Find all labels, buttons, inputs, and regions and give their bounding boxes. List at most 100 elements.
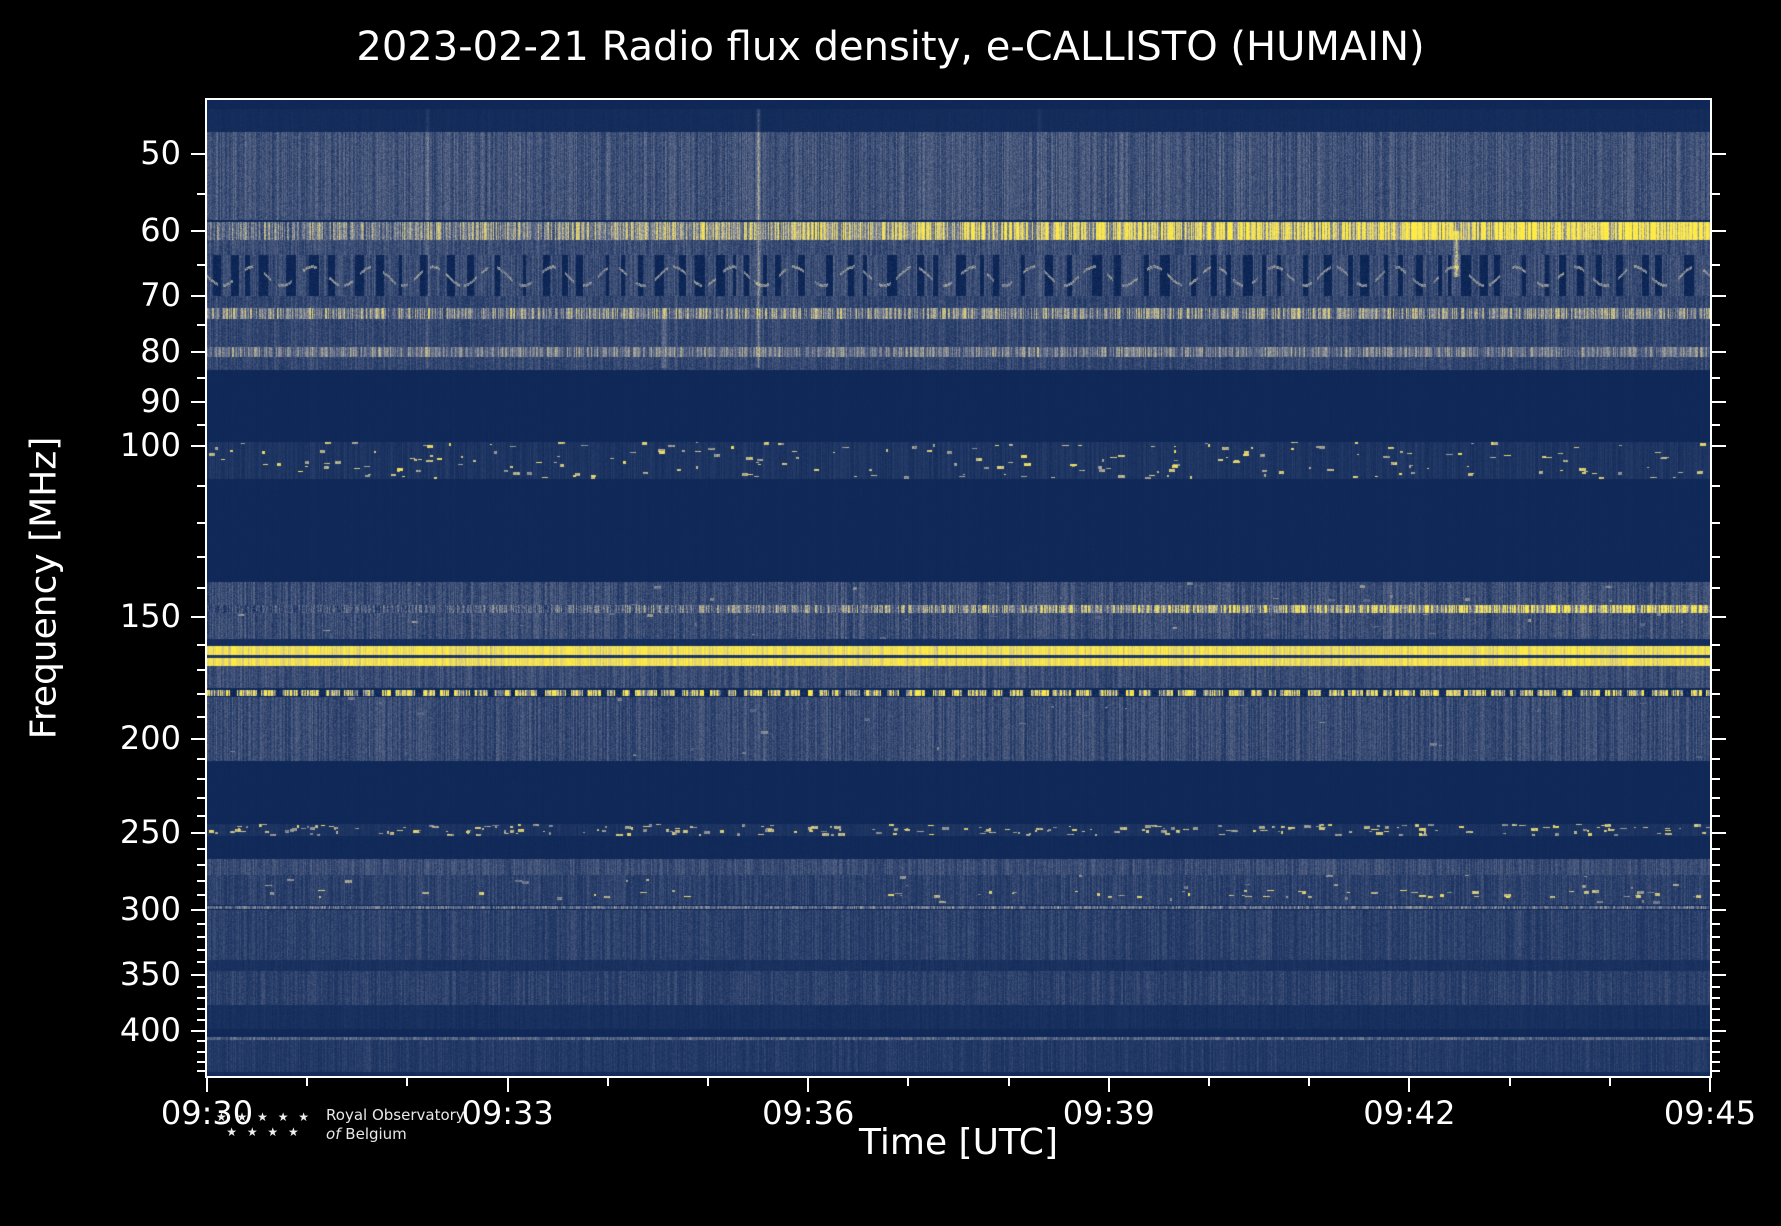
y-major-tick-left — [191, 737, 205, 740]
y-minor-tick-left — [197, 1019, 205, 1022]
y-major-tick-left — [191, 1030, 205, 1033]
rob-logo-of: of — [326, 1125, 341, 1143]
x-tick-label: 09:36 — [762, 1094, 855, 1132]
y-minor-tick-right — [1712, 961, 1720, 964]
y-minor-tick-right — [1712, 263, 1720, 266]
y-minor-tick-left — [197, 716, 205, 719]
y-minor-tick-right — [1712, 587, 1720, 590]
y-tick-label: 60 — [140, 210, 181, 249]
x-minor-tick — [406, 1078, 409, 1086]
y-minor-tick-left — [197, 997, 205, 1000]
y-minor-tick-left — [197, 1008, 205, 1011]
rob-logo-stars-row1: ★ ★ ★ ★ ★ — [216, 1110, 313, 1124]
y-minor-tick-right — [1712, 814, 1720, 817]
y-minor-tick-right — [1712, 643, 1720, 646]
y-minor-tick-right — [1712, 796, 1720, 799]
y-major-tick-right — [1712, 445, 1726, 448]
y-major-tick-right — [1712, 1030, 1726, 1033]
x-tick-label: 09:30 — [160, 1094, 254, 1132]
y-major-tick-left — [191, 400, 205, 403]
y-minor-tick-right — [1712, 423, 1720, 426]
y-minor-tick-right — [1712, 1060, 1720, 1063]
rob-logo-text: Royal Observatory of Belgium — [326, 1106, 465, 1144]
y-minor-tick-left — [197, 485, 205, 488]
y-tick-label: 80 — [140, 332, 181, 371]
y-major-tick-right — [1712, 152, 1726, 155]
y-minor-tick-right — [1712, 1019, 1720, 1022]
y-major-tick-right — [1712, 229, 1726, 232]
x-major-tick — [807, 1078, 810, 1092]
chart-title: 2023-02-21 Radio flux density, e-CALLIST… — [356, 24, 1425, 70]
y-minor-tick-left — [197, 522, 205, 525]
y-major-tick-right — [1712, 616, 1726, 619]
x-tick-label: 09:39 — [1062, 1094, 1155, 1132]
y-major-tick-left — [191, 351, 205, 354]
x-major-tick — [506, 1078, 509, 1092]
y-minor-tick-right — [1712, 985, 1720, 988]
y-minor-tick-left — [197, 894, 205, 897]
x-major-tick — [1709, 1078, 1711, 1092]
y-minor-tick-left — [197, 693, 205, 696]
spectrogram-canvas — [207, 100, 1710, 1076]
y-minor-tick-right — [1712, 1070, 1720, 1073]
y-minor-tick-left — [197, 758, 205, 761]
y-tick-label: 200 — [119, 718, 181, 757]
x-minor-tick — [306, 1078, 309, 1086]
y-major-tick-right — [1712, 973, 1726, 976]
x-minor-tick — [1208, 1078, 1210, 1086]
rob-logo-line2: of Belgium — [326, 1125, 465, 1144]
y-minor-tick-left — [197, 555, 205, 558]
y-tick-label: 90 — [140, 381, 181, 420]
x-minor-tick — [1608, 1078, 1611, 1086]
y-minor-tick-left — [197, 1050, 205, 1053]
y-minor-tick-right — [1712, 485, 1720, 488]
y-minor-tick-left — [197, 777, 205, 780]
y-minor-tick-left — [197, 423, 205, 426]
rob-logo-stars-icon: ★ ★ ★ ★ ★ ★ ★ ★ ★ — [216, 1110, 312, 1140]
y-minor-tick-left — [197, 961, 205, 964]
rob-logo: ★ ★ ★ ★ ★ ★ ★ ★ ★ Royal Observatory of B… — [216, 1106, 465, 1144]
y-minor-tick-right — [1712, 1040, 1720, 1043]
x-minor-tick — [606, 1078, 609, 1086]
y-minor-tick-left — [197, 985, 205, 988]
y-minor-tick-left — [197, 796, 205, 799]
y-minor-tick-right — [1712, 758, 1720, 761]
x-minor-tick — [1508, 1078, 1511, 1086]
y-axis-label: Frequency [MHz] — [23, 436, 65, 740]
x-major-tick — [206, 1078, 208, 1092]
y-minor-tick-right — [1712, 693, 1720, 696]
y-minor-tick-left — [197, 669, 205, 672]
x-tick-label: 09:33 — [461, 1094, 554, 1132]
y-minor-tick-left — [197, 948, 205, 951]
y-major-tick-left — [191, 445, 205, 448]
y-tick-label: 300 — [119, 889, 181, 928]
y-minor-tick-right — [1712, 555, 1720, 558]
x-tick-label: 09:45 — [1663, 1094, 1757, 1132]
y-tick-label: 250 — [119, 812, 181, 851]
y-minor-tick-left — [197, 1070, 205, 1073]
y-minor-tick-left — [197, 848, 205, 851]
y-minor-tick-right — [1712, 669, 1720, 672]
y-major-tick-right — [1712, 908, 1726, 911]
y-minor-tick-right — [1712, 997, 1720, 1000]
y-minor-tick-left — [197, 323, 205, 326]
y-minor-tick-right — [1712, 864, 1720, 867]
y-minor-tick-left — [197, 814, 205, 817]
x-tick-label: 09:42 — [1363, 1094, 1456, 1132]
y-minor-tick-left — [197, 935, 205, 938]
y-minor-tick-right — [1712, 935, 1720, 938]
y-major-tick-left — [191, 229, 205, 232]
y-minor-tick-right — [1712, 193, 1720, 196]
y-major-tick-right — [1712, 400, 1726, 403]
y-major-tick-left — [191, 294, 205, 297]
y-minor-tick-right — [1712, 879, 1720, 882]
y-tick-label: 350 — [119, 954, 181, 993]
plot-area — [205, 98, 1712, 1078]
y-major-tick-left — [191, 831, 205, 834]
y-minor-tick-right — [1712, 848, 1720, 851]
rob-logo-stars-row2: ★ ★ ★ ★ — [226, 1125, 302, 1139]
y-minor-tick-right — [1712, 323, 1720, 326]
y-major-tick-right — [1712, 737, 1726, 740]
x-major-tick — [1408, 1078, 1411, 1092]
